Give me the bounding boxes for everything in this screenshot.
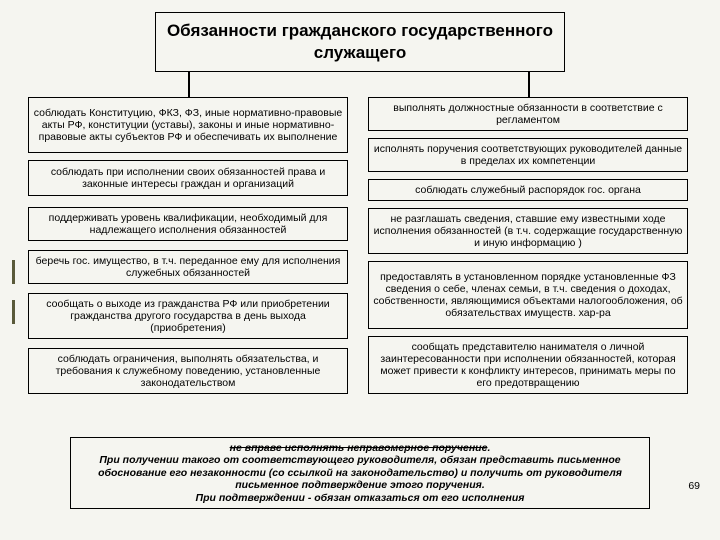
page-title: Обязанности гражданского государственног… — [155, 12, 565, 72]
right-box-text-3: не разглашать сведения, ставшие ему изве… — [373, 213, 683, 249]
connector-line-1 — [528, 72, 530, 97]
left-box-text-0: соблюдать Конституцию, ФКЗ, ФЗ, иные нор… — [33, 107, 343, 143]
left-box-text-3: беречь гос. имущество, в т.ч. переданное… — [33, 255, 343, 279]
margin-marker-1 — [12, 300, 15, 324]
title-text: Обязанности гражданского государственног… — [156, 20, 564, 64]
right-box-2: соблюдать служебный распорядок гос. орга… — [368, 179, 688, 201]
right-box-4: предоставлять в установленном порядке ус… — [368, 261, 688, 329]
right-box-3: не разглашать сведения, ставшие ему изве… — [368, 208, 688, 254]
left-box-4: сообщать о выходе из гражданства РФ или … — [28, 293, 348, 339]
left-box-1: соблюдать при исполнении своих обязаннос… — [28, 160, 348, 196]
right-box-text-1: исполнять поручения соответствующих руко… — [373, 143, 683, 167]
left-box-3: беречь гос. имущество, в т.ч. переданное… — [28, 250, 348, 284]
right-box-text-0: выполнять должностные обязанности в соот… — [373, 102, 683, 126]
right-box-text-2: соблюдать служебный распорядок гос. орга… — [415, 184, 641, 196]
right-box-text-5: сообщать представителю нанимателя о личн… — [373, 341, 683, 389]
page-number: 69 — [688, 480, 700, 492]
left-box-text-1: соблюдать при исполнении своих обязаннос… — [33, 166, 343, 190]
strike-text: не вправе исполнять неправомерное поруче… — [230, 442, 488, 454]
bottom-rest: При получении такого от соответствующего… — [98, 454, 622, 503]
right-box-5: сообщать представителю нанимателя о личн… — [368, 336, 688, 394]
left-box-text-2: поддерживать уровень квалификации, необх… — [33, 212, 343, 236]
bottom-note-box: не вправе исполнять неправомерное поруче… — [70, 437, 650, 509]
margin-marker-0 — [12, 260, 15, 284]
left-box-0: соблюдать Конституцию, ФКЗ, ФЗ, иные нор… — [28, 97, 348, 153]
right-box-1: исполнять поручения соответствующих руко… — [368, 138, 688, 172]
left-box-text-5: соблюдать ограничения, выполнять обязате… — [33, 353, 343, 389]
connector-line-0 — [188, 72, 190, 97]
left-box-text-4: сообщать о выходе из гражданства РФ или … — [33, 298, 343, 334]
right-box-0: выполнять должностные обязанности в соот… — [368, 97, 688, 131]
left-box-5: соблюдать ограничения, выполнять обязате… — [28, 348, 348, 394]
right-box-text-4: предоставлять в установленном порядке ус… — [373, 271, 683, 319]
left-box-2: поддерживать уровень квалификации, необх… — [28, 207, 348, 241]
